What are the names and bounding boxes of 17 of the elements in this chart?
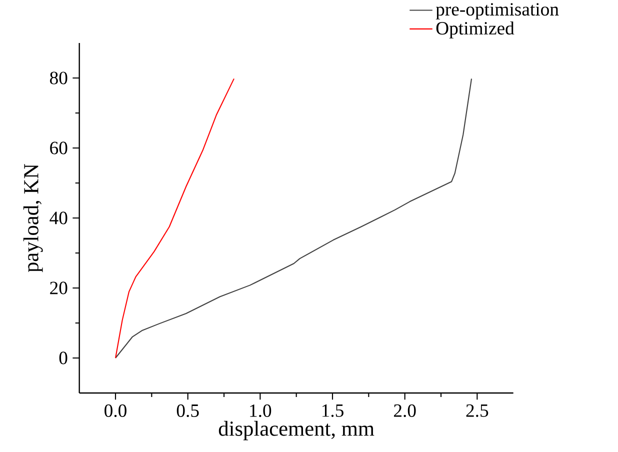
- x-axis-title: displacement, mm: [218, 420, 374, 440]
- y-tick-label: 20: [50, 282, 68, 294]
- line-series: [114, 78, 235, 359]
- y-tick-label: 0: [59, 352, 68, 364]
- x-tick-label: 0.0: [104, 404, 126, 418]
- x-tick-label: 2.5: [466, 404, 488, 417]
- legend-label: Optimized: [436, 21, 514, 38]
- x-tick-label: 0.5: [176, 404, 199, 418]
- x-tick-label: 2.0: [394, 404, 416, 418]
- y-tick-label: 40: [50, 212, 68, 224]
- line-series: [114, 78, 472, 359]
- x-tick-label: 1.0: [250, 404, 272, 418]
- y-axis-title: payload, KN: [23, 164, 43, 272]
- x-tick-label: 1.5: [322, 404, 344, 417]
- y-tick-label: 80: [50, 72, 68, 84]
- legend-label: pre-optimisation: [436, 3, 559, 20]
- y-tick-label: 60: [50, 142, 68, 154]
